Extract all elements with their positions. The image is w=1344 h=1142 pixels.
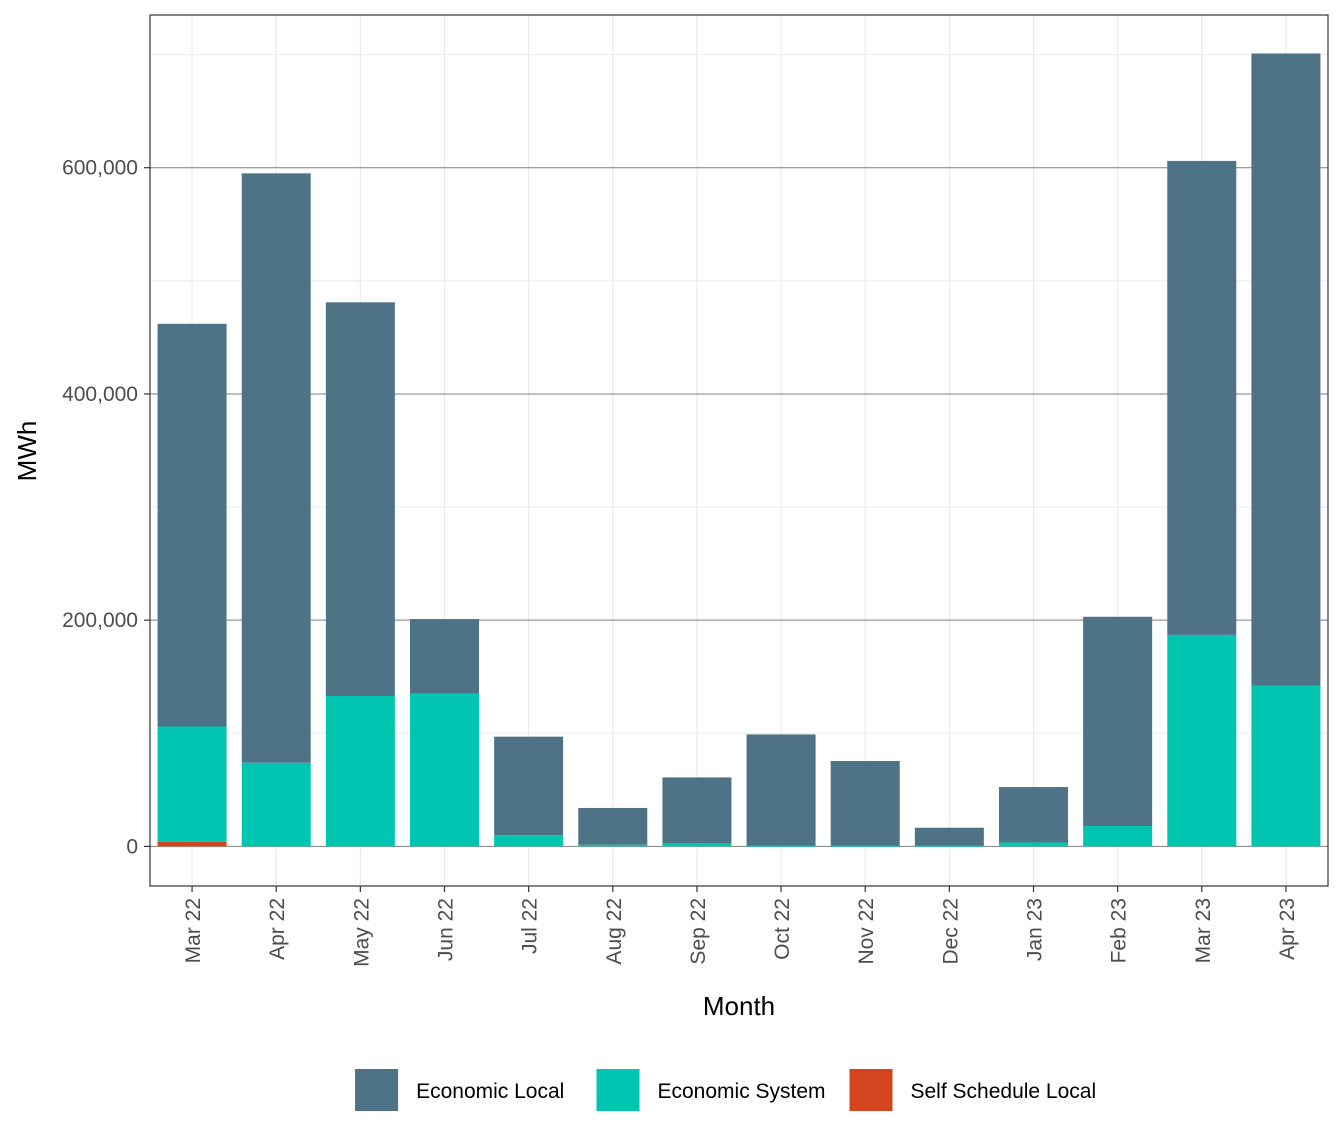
bar-segment: Oct 22 — Economic Local: 98500 <box>746 734 816 846</box>
x-tick-label: Feb 23 <box>1108 898 1131 963</box>
bar-segment: Mar 23 — Economic Local: 419000 <box>1167 160 1237 635</box>
bar-segment: Oct 22 — Economic System: 500 <box>746 845 816 847</box>
bar-segment: May 22 — Economic Local: 348000 <box>325 302 395 696</box>
bar-segment: Mar 23 — Economic System: 187000 <box>1167 634 1237 847</box>
x-tick-label: Aug 22 <box>603 898 626 965</box>
bar-segment: Mar 22 — Economic System: 102000 <box>157 726 227 842</box>
x-tick-label: Nov 22 <box>855 898 878 965</box>
y-tick-label: 200,000 <box>62 609 138 632</box>
x-tick-label: Mar 23 <box>1192 898 1215 963</box>
legend: Economic Local Economic System Self Schedu… <box>355 1069 1096 1111</box>
x-tick-label: Jun 22 <box>435 898 458 961</box>
x-tick-label: Apr 23 <box>1276 898 1299 960</box>
bar-segment: Mar 22 — Economic Local: 356000 <box>157 323 227 727</box>
x-tick-label: May 22 <box>350 898 373 967</box>
legend-swatch <box>849 1069 893 1111</box>
bar-segment: Aug 22 — Economic Local: 32500 <box>578 807 648 845</box>
x-tick-label: Dec 22 <box>939 898 962 965</box>
y-tick-label: 600,000 <box>62 157 138 180</box>
legend-swatch <box>355 1069 399 1111</box>
bar-segment: Dec 22 — Economic Local: 16000 <box>914 827 984 846</box>
x-tick-label: Sep 22 <box>687 898 710 965</box>
x-tick-label: Apr 22 <box>266 898 289 960</box>
bar-segment: Feb 23 — Economic Local: 185000 <box>1083 616 1153 827</box>
bar-segment: Jun 22 — Economic System: 135000 <box>410 693 479 847</box>
bars: Mar 22 — Self Schedule Local: 4000Mar 22… <box>157 53 1321 847</box>
y-axis-ticks: 0 200,000 400,000 600,000 <box>62 157 150 858</box>
y-tick-label: 400,000 <box>62 383 138 406</box>
bar-segment: Jul 22 — Economic System: 10000 <box>494 835 564 847</box>
plot-frame <box>149 14 1329 887</box>
bar-segment: Dec 22 — Economic System: 500 <box>914 845 984 847</box>
bar-segment: Sep 22 — Economic System: 3000 <box>662 843 732 847</box>
legend-swatch <box>596 1069 640 1111</box>
bar-segment: Jun 22 — Economic Local: 66000 <box>410 619 479 694</box>
legend-label: Economic System <box>658 1080 826 1103</box>
bar-segment: Jan 23 — Economic System: 3500 <box>999 842 1068 847</box>
x-axis-ticks: Mar 22 Apr 22 May 22 Jun 22 Jul 22 Aug 22 Sep … <box>182 886 1299 967</box>
bar-segment: Apr 23 — Economic System: 142000 <box>1251 685 1321 847</box>
bar-segment: Apr 22 — Economic System: 74000 <box>241 762 311 847</box>
plot-border <box>149 14 1329 887</box>
bar-segment: Nov 22 — Economic Local: 75000 <box>830 761 900 846</box>
bar-segment: Nov 22 — Economic System: 500 <box>830 845 900 847</box>
legend-label: Self Schedule Local <box>911 1080 1097 1103</box>
x-tick-label: Oct 22 <box>771 898 794 960</box>
x-axis-title: Month <box>703 991 775 1021</box>
x-tick-label: Jan 23 <box>1024 898 1047 961</box>
y-axis-title: MWh <box>12 421 42 482</box>
bar-segment: Mar 22 — Self Schedule Local: 4000 <box>157 841 227 847</box>
bar-segment: Aug 22 — Economic System: 1500 <box>578 844 648 847</box>
legend-label: Economic Local <box>416 1080 564 1103</box>
bar-segment: Apr 22 — Economic Local: 521000 <box>241 173 311 763</box>
y-tick-label: 0 <box>126 835 138 858</box>
x-tick-label: Jul 22 <box>519 898 542 954</box>
x-tick-label: Mar 22 <box>182 898 205 963</box>
bar-segment: Jul 22 — Economic Local: 87000 <box>494 736 564 836</box>
bar-segment: Apr 23 — Economic Local: 559000 <box>1251 53 1321 686</box>
bar-segment: Sep 22 — Economic Local: 58000 <box>662 777 732 844</box>
bar-segment: May 22 — Economic System: 133000 <box>325 695 395 847</box>
bar-segment: Feb 23 — Economic System: 18000 <box>1083 826 1153 847</box>
bar-segment: Jan 23 — Economic Local: 49000 <box>999 787 1068 843</box>
